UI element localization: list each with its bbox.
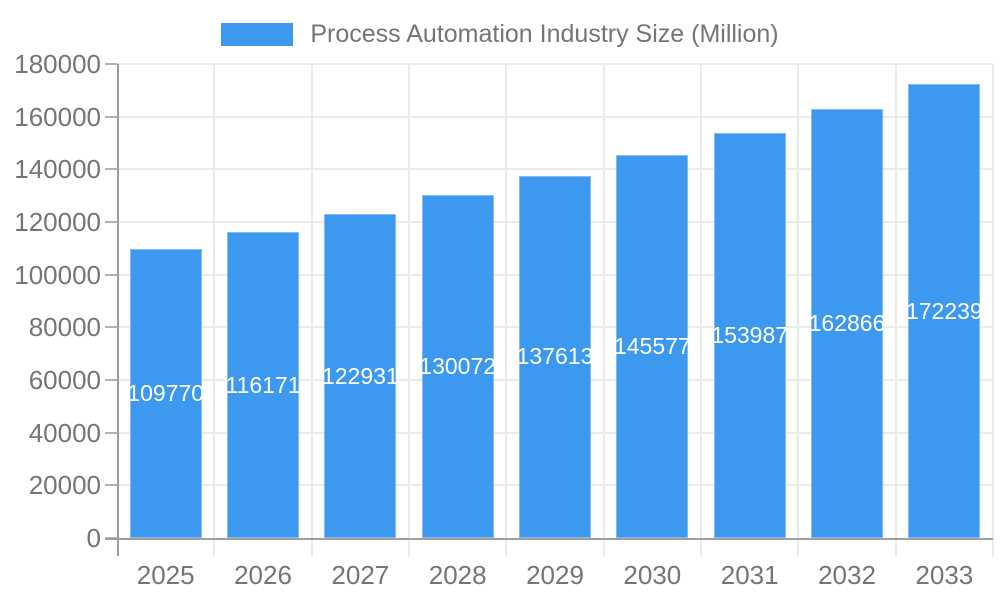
y-axis-tick xyxy=(105,168,117,171)
bar[interactable]: 145577 xyxy=(616,154,689,538)
bar[interactable]: 130072 xyxy=(421,195,494,538)
x-tick-label: 2029 xyxy=(526,560,584,590)
y-tick-label: 180000 xyxy=(14,49,101,79)
x-tick-label: 2026 xyxy=(234,560,292,590)
x-tick-label: 2032 xyxy=(818,560,876,590)
y-tick-label: 120000 xyxy=(14,207,101,237)
y-axis-tick xyxy=(105,221,117,223)
y-axis-tick xyxy=(105,115,117,118)
y-tick-label: 100000 xyxy=(14,259,101,290)
bar[interactable]: 116171 xyxy=(227,232,299,538)
y-tick-label: 160000 xyxy=(14,101,101,132)
bar-value-label: 130072 xyxy=(421,353,494,380)
bar-value-label: 122931 xyxy=(324,362,397,389)
gridline-vertical xyxy=(310,64,313,557)
y-tick-label: 60000 xyxy=(28,365,101,395)
bar[interactable]: 153987 xyxy=(713,132,786,538)
bar[interactable]: 109770 xyxy=(129,248,202,538)
bar-value-label: 162866 xyxy=(811,310,883,337)
bar-value-label: 137613 xyxy=(519,343,591,370)
bar-value-label: 116171 xyxy=(227,371,299,398)
bar[interactable]: 122931 xyxy=(324,214,397,538)
y-axis-line xyxy=(117,64,119,556)
gridline-horizontal xyxy=(117,168,993,171)
gridline-vertical xyxy=(992,64,994,557)
y-axis-tick xyxy=(105,484,117,487)
gridline-vertical xyxy=(505,64,508,557)
gridline-vertical xyxy=(602,64,605,557)
bar[interactable]: 172239 xyxy=(908,84,981,538)
y-axis-tick xyxy=(105,379,117,381)
legend-item[interactable]: Process Automation Industry Size (Millio… xyxy=(221,20,779,49)
bar-value-label: 145577 xyxy=(616,332,689,359)
x-tick-label: 2031 xyxy=(720,560,779,590)
y-tick-label: 80000 xyxy=(28,312,101,343)
bar[interactable]: 137613 xyxy=(519,175,591,538)
gridline-vertical xyxy=(700,64,702,557)
y-tick-label: 40000 xyxy=(28,417,101,448)
x-axis-baseline xyxy=(105,538,993,540)
legend-swatch xyxy=(221,23,294,46)
gridline-vertical xyxy=(408,64,410,557)
legend-label: Process Automation Industry Size (Millio… xyxy=(310,20,779,48)
x-tick-label: 2030 xyxy=(623,560,682,590)
bar-value-label: 153987 xyxy=(713,321,786,348)
legend: Process Automation Industry Size (Millio… xyxy=(0,20,1000,49)
y-tick-label: 20000 xyxy=(28,470,101,501)
bar-value-label: 109770 xyxy=(129,379,202,406)
gridline-horizontal xyxy=(117,115,993,118)
x-tick-label: 2025 xyxy=(136,560,195,590)
x-tick-label: 2027 xyxy=(331,560,390,590)
y-axis-tick xyxy=(105,63,117,65)
y-tick-label: 140000 xyxy=(14,154,101,185)
bar-value-label: 172239 xyxy=(908,297,981,324)
gridline-horizontal xyxy=(117,63,993,65)
x-tick-label: 2028 xyxy=(428,560,487,590)
y-axis-tick xyxy=(105,431,117,434)
bar[interactable]: 162866 xyxy=(811,109,883,538)
y-tick-label: 0 xyxy=(86,523,101,553)
y-axis-tick xyxy=(105,273,117,276)
gridline-vertical xyxy=(797,64,800,557)
x-tick-label: 2033 xyxy=(915,560,974,590)
gridline-vertical xyxy=(213,64,216,557)
gridline-vertical xyxy=(894,64,897,557)
y-axis-tick xyxy=(105,326,117,329)
